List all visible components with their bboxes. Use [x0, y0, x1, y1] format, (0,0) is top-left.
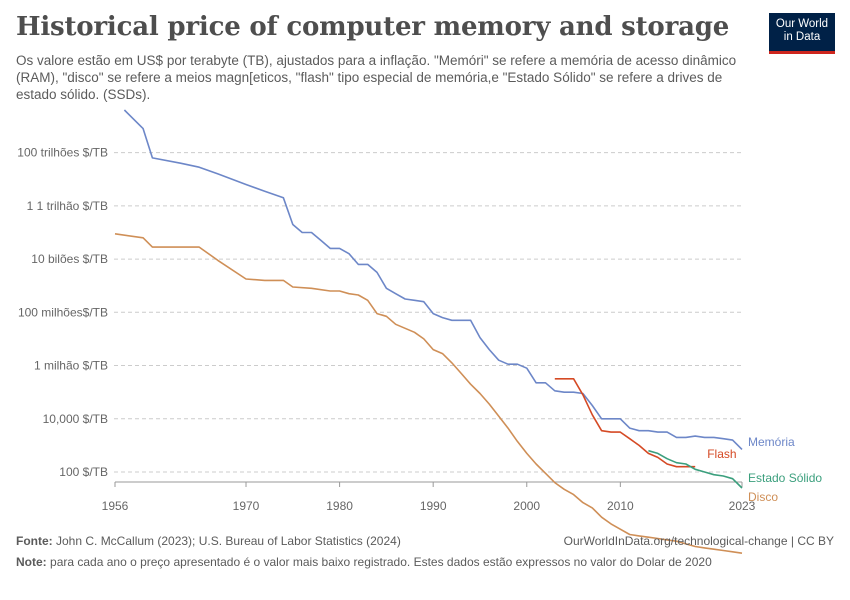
owid-logo[interactable]: Our World in Data — [769, 13, 835, 54]
x-axis-ticks: 1956 1970 1980 1990 2000 2010 2023 — [102, 481, 756, 513]
series-line-memoria — [123, 109, 743, 450]
y-tick-label: 100 milhões$/TB — [18, 305, 108, 319]
series-label-memoria: Memória — [748, 435, 795, 449]
series-label-disco: Disco — [748, 490, 778, 504]
chart-title: Historical price of computer memory and … — [16, 12, 730, 42]
y-tick-label: 100 trilhões $/TB — [17, 146, 108, 160]
logo-line-2: in Data — [783, 31, 821, 43]
chart-subtitle: Os valore estão em US$ por terabyte (TB)… — [16, 53, 737, 102]
y-tick-label: 1 milhão $/TB — [34, 359, 108, 373]
note-label: Note: — [16, 555, 47, 569]
series-label-estado-solido: Estado Sólido — [748, 471, 822, 485]
x-tick-label: 1970 — [233, 499, 260, 513]
y-tick-label: 100 $/TB — [59, 465, 108, 479]
x-tick-label: 1956 — [102, 499, 129, 513]
y-tick-label: 10 bilões $/TB — [31, 252, 108, 266]
source-label: Fonte: — [16, 534, 53, 548]
source-note: Fonte: John C. McCallum (2023); U.S. Bur… — [16, 534, 401, 548]
x-tick-label: 1990 — [420, 499, 447, 513]
series-line-flash — [554, 378, 696, 468]
x-tick-label: 1980 — [326, 499, 353, 513]
note-text: para cada ano o preço apresentado é o va… — [50, 555, 712, 569]
y-tick-label: 1 1 trilhão $/TB — [27, 199, 108, 213]
x-tick-label: 2010 — [607, 499, 634, 513]
series-lines — [114, 109, 743, 554]
y-tick-label: 10,000 $/TB — [43, 412, 108, 426]
series-line-estado-solido — [648, 449, 743, 489]
x-tick-label: 2000 — [513, 499, 540, 513]
series-label-flash: Flash — [707, 447, 736, 461]
y-axis-ticks: 100 $/TB 10,000 $/TB 1 milhão $/TB 100 milh… — [17, 146, 108, 479]
x-tick-label: 2023 — [729, 499, 756, 513]
grid-lines — [114, 152, 742, 473]
logo-line-1: Our World — [775, 18, 829, 30]
source-url[interactable]: OurWorldInData.org/technological-change … — [563, 534, 834, 548]
series-line-disco — [114, 233, 743, 554]
series-labels: Memória Disco Flash Estado Sólido — [707, 435, 822, 504]
footnote: Note: para cada ano o preço apresentado … — [16, 555, 712, 569]
source-text: John C. McCallum (2023); U.S. Bureau of … — [56, 534, 401, 548]
